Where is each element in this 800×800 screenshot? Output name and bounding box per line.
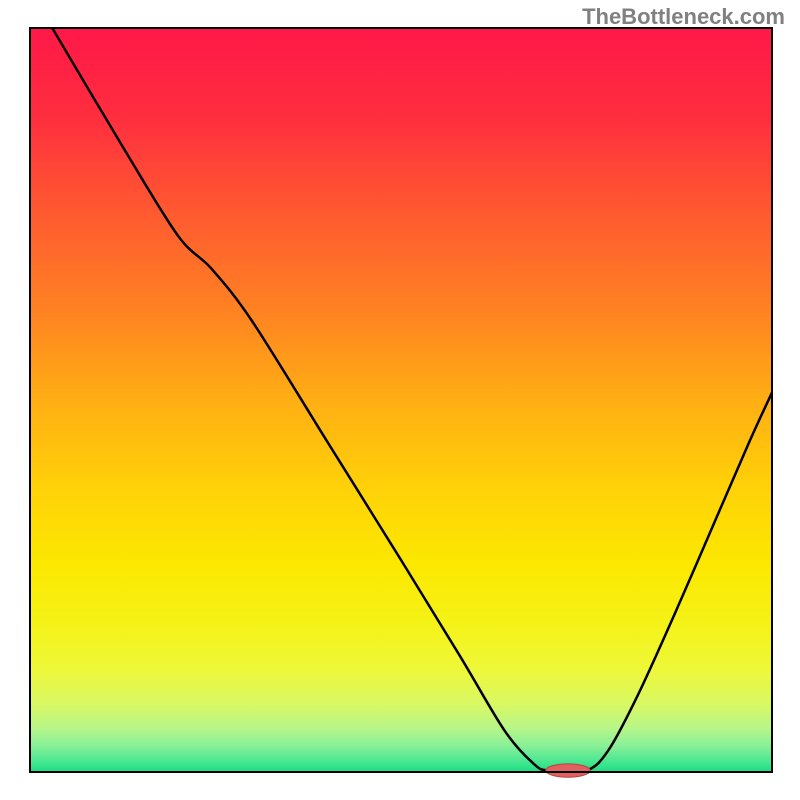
- bottleneck-chart: TheBottleneck.com: [0, 0, 800, 800]
- plot-background: [30, 28, 772, 772]
- chart-svg: [0, 0, 800, 800]
- optimal-marker: [546, 764, 591, 777]
- watermark-text: TheBottleneck.com: [582, 4, 785, 30]
